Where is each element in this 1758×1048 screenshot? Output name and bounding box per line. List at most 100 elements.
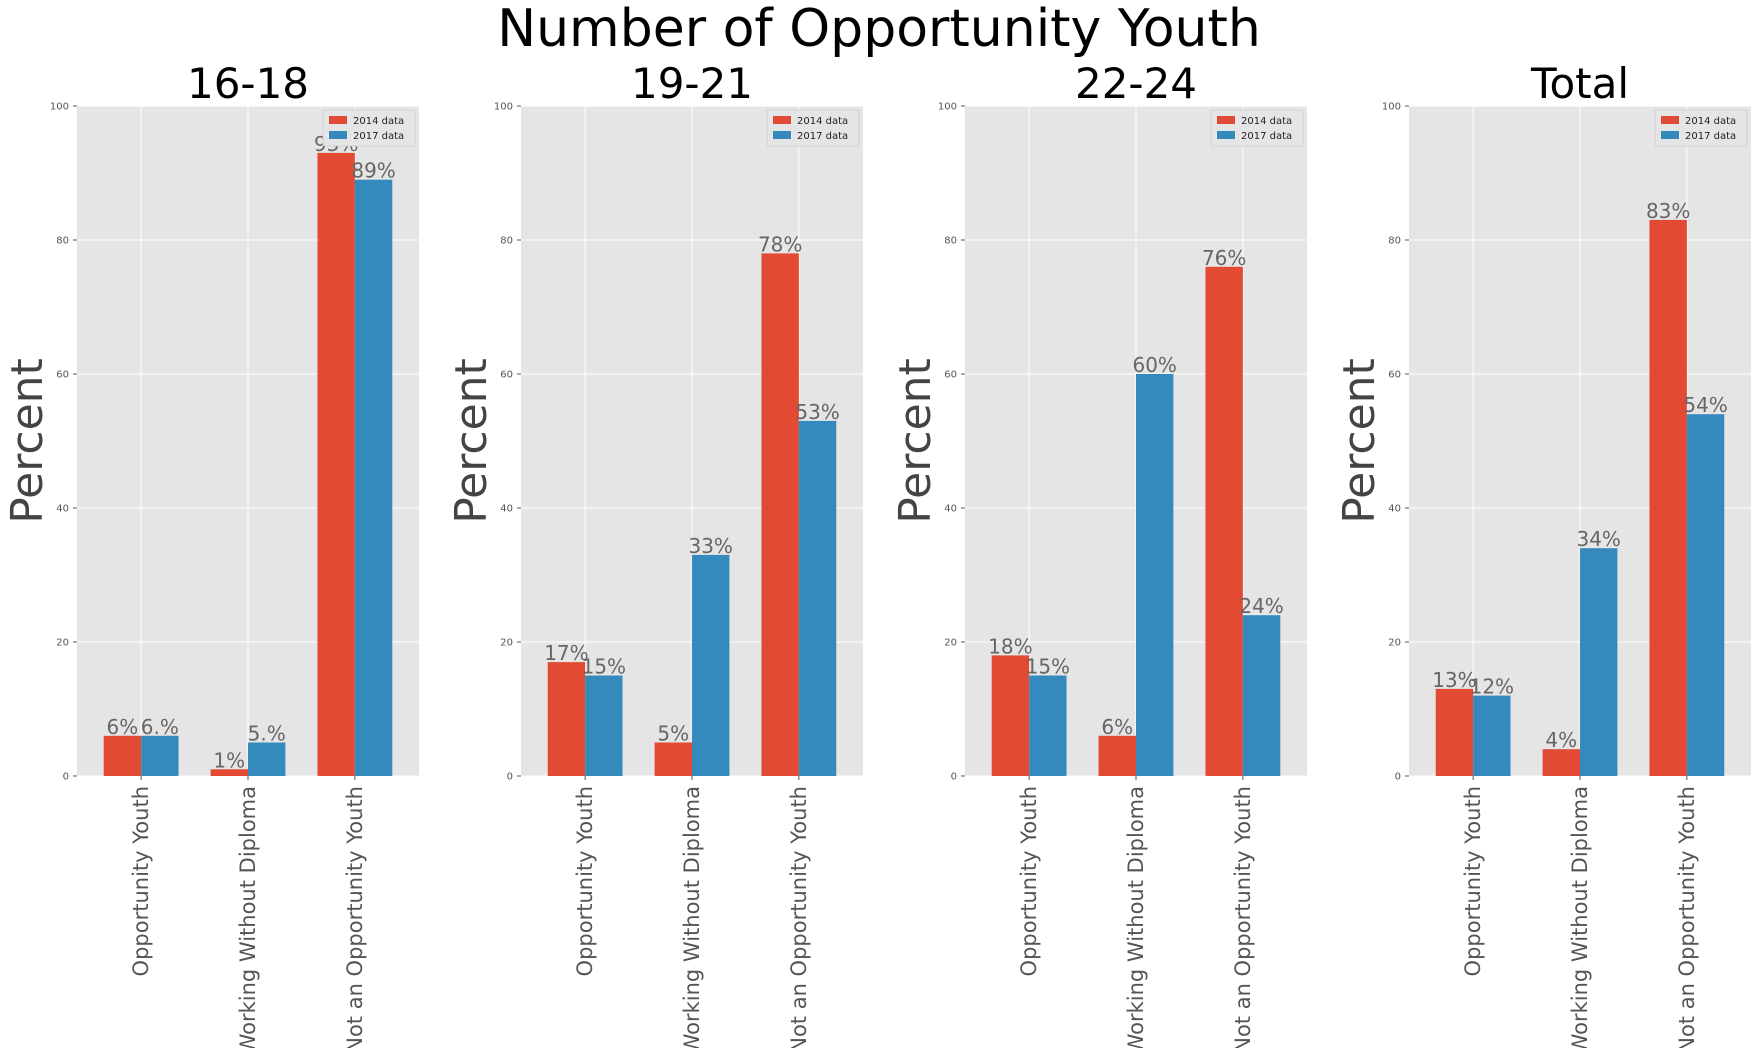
y-tick-label: 20 — [500, 638, 513, 649]
legend-entry: 2014 data — [797, 116, 848, 127]
bar-2017 — [1686, 414, 1725, 776]
legend-swatch — [1217, 131, 1235, 139]
legend: 2014 data 2017 data — [1210, 109, 1304, 147]
bar-2014 — [1649, 219, 1687, 776]
y-tick-label: 60 — [944, 370, 957, 381]
y-tick-label: 40 — [944, 504, 957, 515]
bar-2017 — [354, 179, 393, 776]
bar-2017 — [248, 742, 286, 776]
y-tick-label: 20 — [944, 638, 957, 649]
data-label: 15% — [1026, 655, 1070, 679]
data-label: 78% — [758, 232, 802, 256]
category-label: Opportunity Youth — [129, 786, 153, 976]
bar-2017 — [1242, 615, 1281, 776]
data-label: 4% — [1545, 728, 1577, 752]
legend-swatch — [1661, 131, 1679, 139]
y-tick-label: 40 — [56, 504, 69, 515]
y-tick-label: 100 — [50, 102, 69, 113]
subplot-16-18: 0204060801006%1%93%6.%5.%89%Opportunity … — [2, 59, 419, 1048]
subplot-19-21: 0 20 40 60 80 100 17% 5% 78% 15% 33% 53% Opportunity… — [446, 59, 863, 1048]
legend-swatch — [773, 131, 791, 139]
bar-2014 — [1205, 266, 1243, 776]
data-label: 6.% — [141, 715, 179, 739]
data-label: 76% — [1202, 246, 1246, 270]
bar-2014 — [103, 735, 142, 776]
category-label: Working Without Diploma — [236, 786, 260, 1048]
bar-2014 — [654, 742, 692, 776]
subplot-22-24: 0 20 40 60 80 100 18% 6% 76% 15% 60% 24% Opportunity… — [890, 59, 1307, 1048]
subplot-title: Total — [1530, 59, 1629, 108]
data-label: 12% — [1470, 675, 1514, 699]
legend-swatch — [1661, 116, 1679, 124]
data-label: 33% — [688, 534, 732, 558]
y-tick-label: 60 — [500, 370, 513, 381]
data-label: 17% — [544, 641, 588, 665]
y-tick-label: 80 — [500, 236, 513, 247]
y-tick-label: 20 — [1388, 638, 1401, 649]
y-tick-label: 100 — [1382, 102, 1401, 113]
figure-title: Number of Opportunity Youth — [497, 0, 1261, 59]
y-tick-label: 0 — [63, 772, 69, 783]
data-label: 60% — [1132, 353, 1176, 377]
legend-entry: 2017 data — [797, 131, 848, 142]
legend-entry: 2014 data — [1241, 116, 1292, 127]
category-label: Working Without Diploma — [1124, 786, 1148, 1048]
legend-entry: 2014 data — [353, 116, 404, 127]
y-tick-label: 60 — [1388, 370, 1401, 381]
category-label: Opportunity Youth — [573, 786, 597, 976]
bar-2017 — [798, 420, 837, 776]
data-label: 89% — [351, 159, 395, 183]
y-tick-label: 0 — [951, 772, 957, 783]
y-axis-label: Percent — [1334, 358, 1385, 524]
legend-swatch — [773, 116, 791, 124]
y-tick-label: 0 — [1395, 772, 1401, 783]
category-label: Working Without Diploma — [1568, 786, 1592, 1048]
bar-2017 — [1136, 374, 1174, 776]
y-tick-label: 20 — [56, 638, 69, 649]
subplot-title: 19-21 — [631, 59, 753, 108]
data-label: 6% — [107, 715, 139, 739]
category-label: Opportunity Youth — [1017, 786, 1041, 976]
bar-2017 — [585, 675, 623, 776]
category-label: Not an Opportunity Youth — [1675, 786, 1699, 1048]
data-label: 1% — [213, 748, 245, 772]
bar-2014 — [761, 253, 799, 776]
subplot-total: 0 20 40 60 80 100 13% 4% 83% 12% 34% 54% Opportunity… — [1334, 59, 1751, 1048]
data-label: 13% — [1432, 668, 1476, 692]
legend-swatch — [1217, 116, 1235, 124]
y-tick-label: 80 — [1388, 236, 1401, 247]
data-label: 54% — [1683, 393, 1727, 417]
category-label: Opportunity Youth — [1461, 786, 1485, 976]
bar-2014 — [547, 662, 586, 776]
category-label: Not an Opportunity Youth — [343, 786, 367, 1048]
data-label: 83% — [1646, 199, 1690, 223]
data-label: 18% — [988, 634, 1032, 658]
data-label: 5% — [657, 722, 689, 746]
legend-entry: 2017 data — [353, 131, 404, 142]
y-tick-label: 40 — [1388, 504, 1401, 515]
legend: 2014 data 2017 data — [322, 109, 416, 147]
data-label: 24% — [1239, 594, 1283, 618]
bar-2014 — [1098, 735, 1136, 776]
data-label: 53% — [795, 400, 839, 424]
y-axis-label: Percent — [890, 358, 941, 524]
y-tick-label: 80 — [56, 236, 69, 247]
bar-2017 — [1029, 675, 1067, 776]
category-label: Not an Opportunity Youth — [1231, 786, 1255, 1048]
y-tick-label: 100 — [494, 102, 513, 113]
legend-entry: 2017 data — [1241, 131, 1292, 142]
data-label: 5.% — [248, 722, 286, 746]
y-axis-label: Percent — [2, 358, 53, 524]
bar-2014 — [1542, 749, 1580, 776]
bar-2017 — [1580, 548, 1618, 776]
category-label: Working Without Diploma — [680, 786, 704, 1048]
y-tick-label: 0 — [507, 772, 513, 783]
y-tick-label: 100 — [938, 102, 957, 113]
bar-2017 — [1473, 695, 1511, 776]
subplot-title: 16-18 — [187, 59, 309, 108]
legend-entry: 2017 data — [1685, 131, 1736, 142]
y-tick-label: 40 — [500, 504, 513, 515]
data-label: 6% — [1101, 715, 1133, 739]
bar-2014 — [1435, 688, 1474, 776]
bar-2017 — [692, 554, 730, 776]
